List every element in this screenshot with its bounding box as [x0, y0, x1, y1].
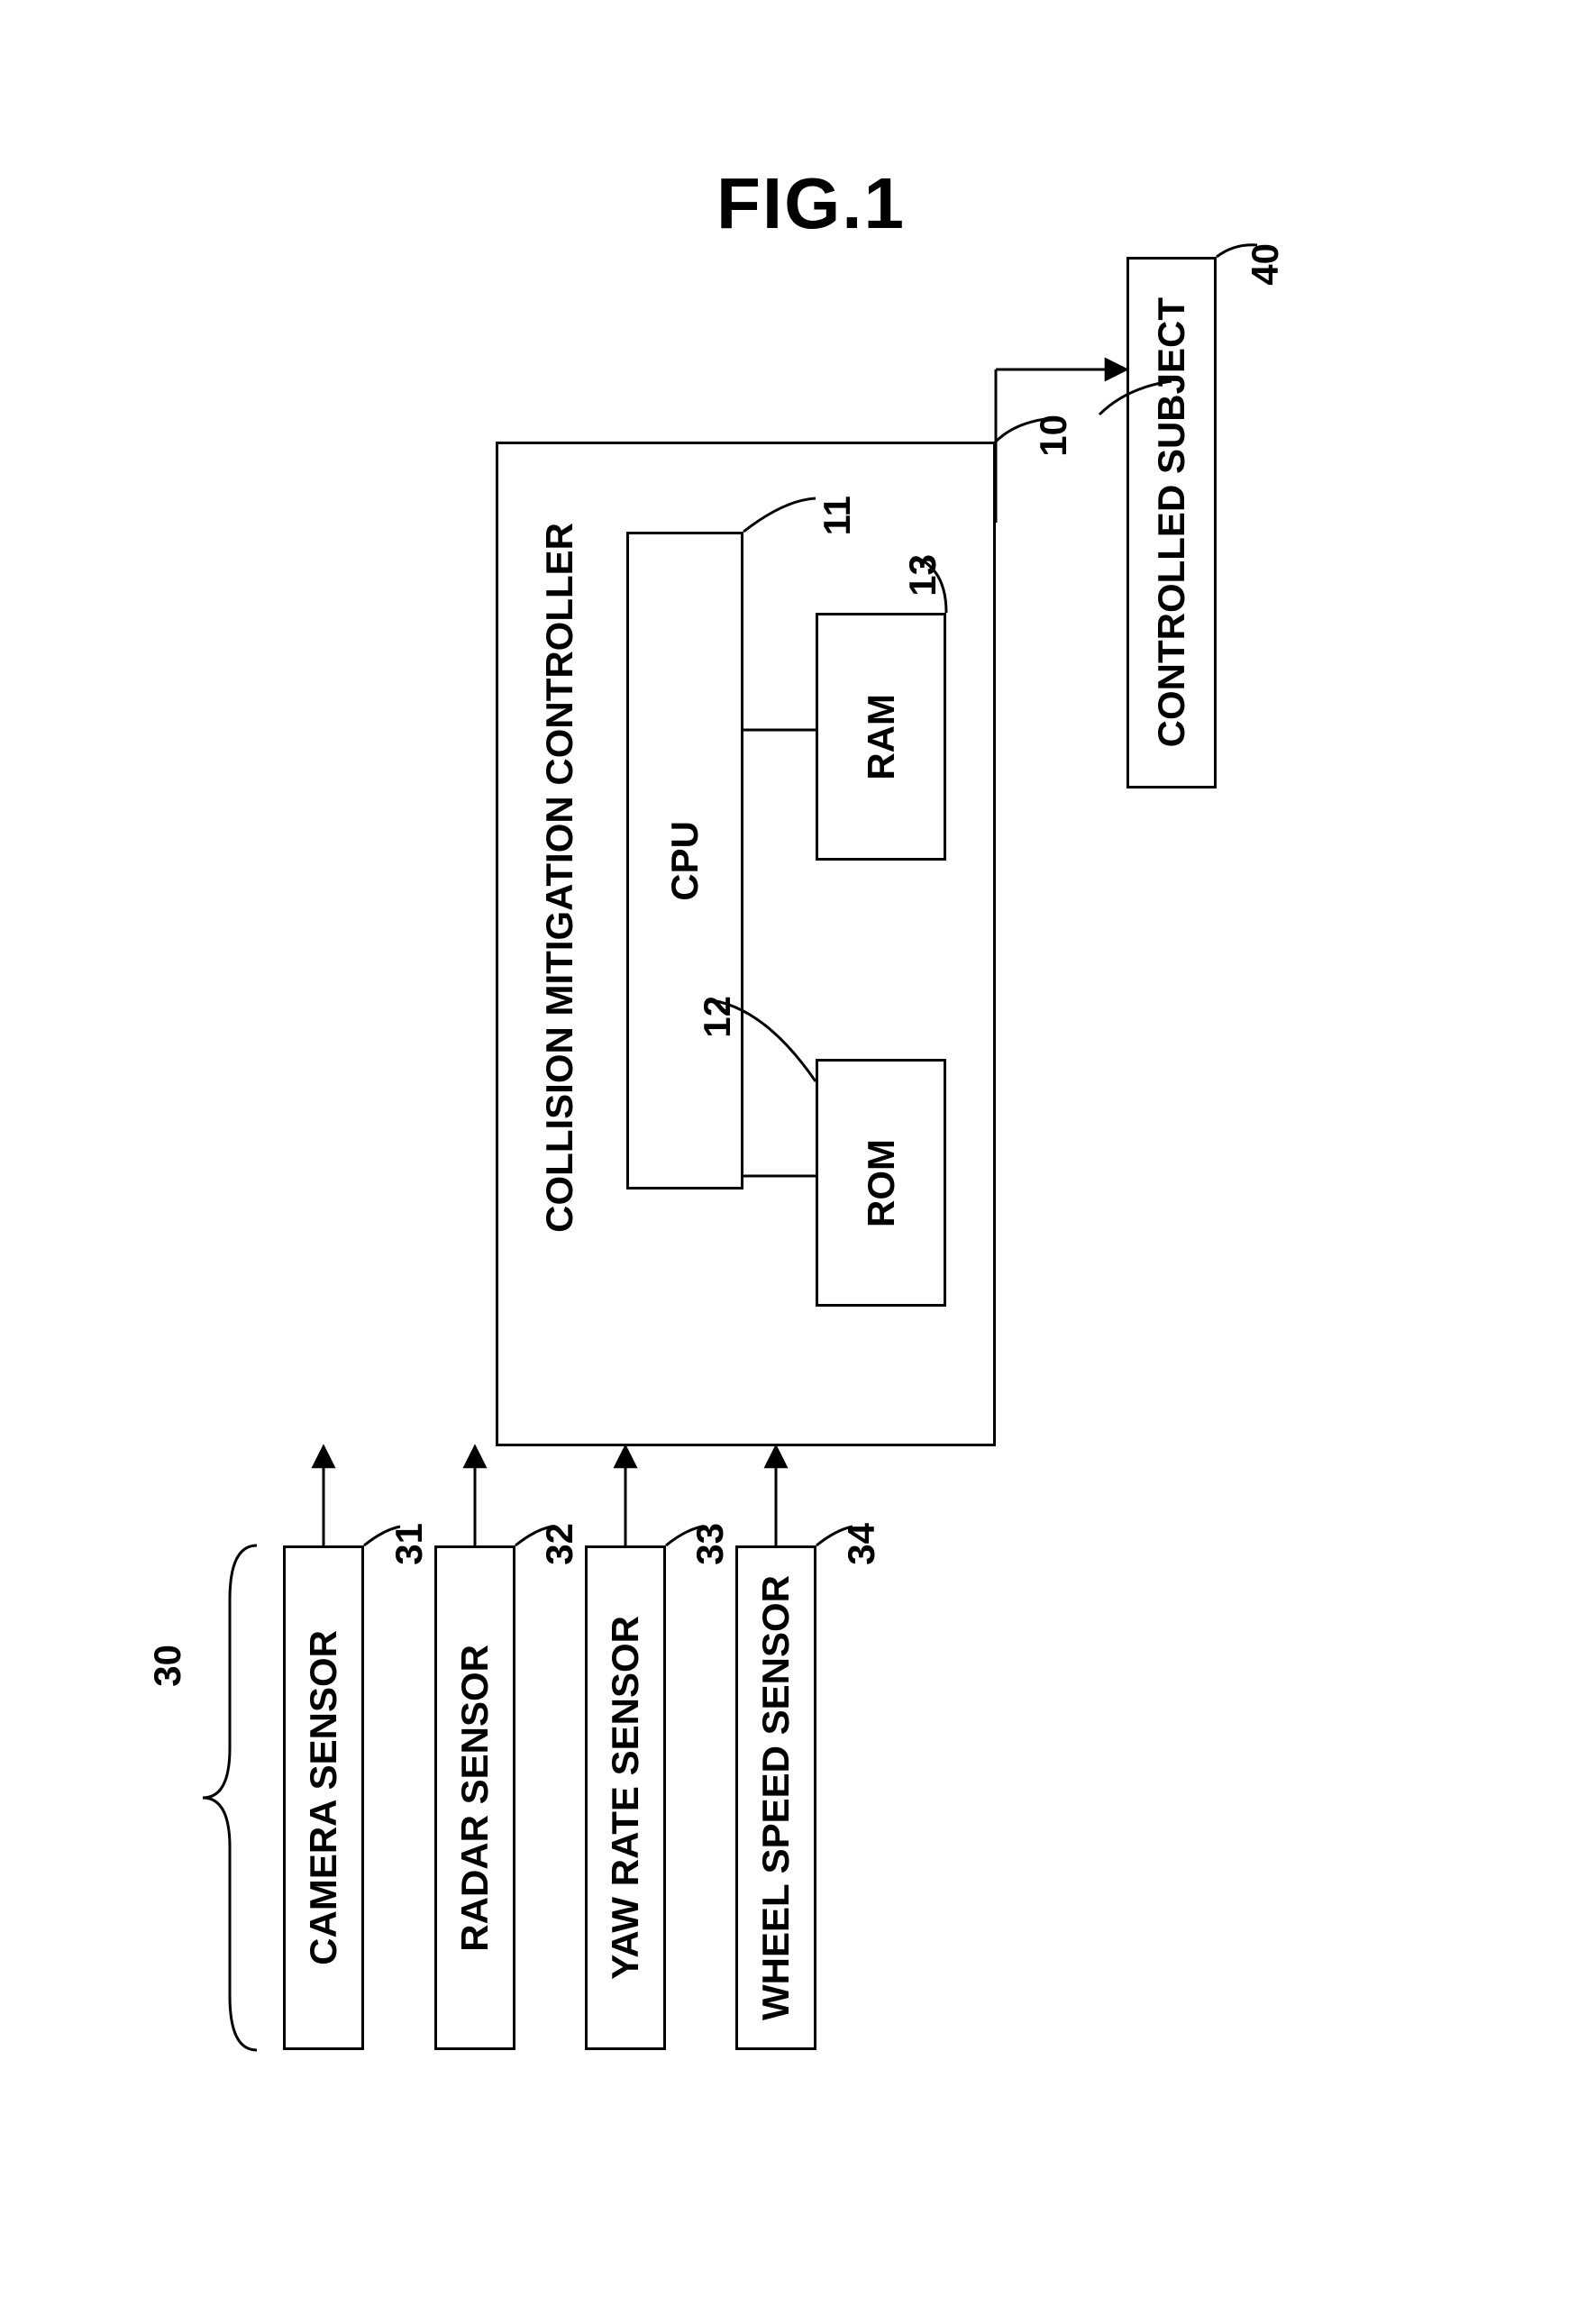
wheel-sensor-label: WHEEL SPEED SENSOR: [754, 1575, 798, 2020]
figure-title: FIG.1: [631, 162, 991, 245]
controlled-subject-ref: 40: [1244, 243, 1287, 286]
sensors-group-ref: 30: [146, 1645, 189, 1687]
ram-label: RAM: [860, 694, 903, 780]
cpu-box: CPU: [626, 532, 743, 1190]
camera-sensor-ref: 31: [388, 1523, 431, 1565]
controlled-subject-label: CONTROLLED SUBJECT: [1150, 297, 1193, 747]
ram-box: RAM: [816, 613, 946, 861]
controller-title: COLLISION MITIGATION CONTROLLER: [538, 523, 581, 1233]
wheel-sensor-box: WHEEL SPEED SENSOR: [735, 1545, 816, 2050]
wheel-sensor-ref: 34: [840, 1523, 883, 1565]
ram-ref: 13: [901, 554, 944, 597]
radar-sensor-ref: 32: [538, 1523, 581, 1565]
controlled-subject-box: CONTROLLED SUBJECT: [1126, 257, 1217, 788]
page: FIG.1 1. PCS 30 COLLISION MITIGATION CON…: [0, 0, 1596, 2297]
camera-sensor-label: CAMERA SENSOR: [302, 1630, 345, 1965]
cpu-label: CPU: [663, 821, 707, 901]
cpu-ref: 11: [816, 496, 859, 535]
yaw-sensor-box: YAW RATE SENSOR: [585, 1545, 666, 2050]
controller-ref: 10: [1032, 415, 1075, 457]
rom-box: ROM: [816, 1059, 946, 1307]
radar-sensor-box: RADAR SENSOR: [434, 1545, 515, 2050]
rom-label: ROM: [860, 1139, 903, 1227]
camera-sensor-box: CAMERA SENSOR: [283, 1545, 364, 2050]
rom-ref: 12: [696, 996, 739, 1038]
yaw-sensor-label: YAW RATE SENSOR: [604, 1616, 647, 1980]
yaw-sensor-ref: 33: [689, 1523, 732, 1565]
radar-sensor-label: RADAR SENSOR: [453, 1645, 497, 1952]
